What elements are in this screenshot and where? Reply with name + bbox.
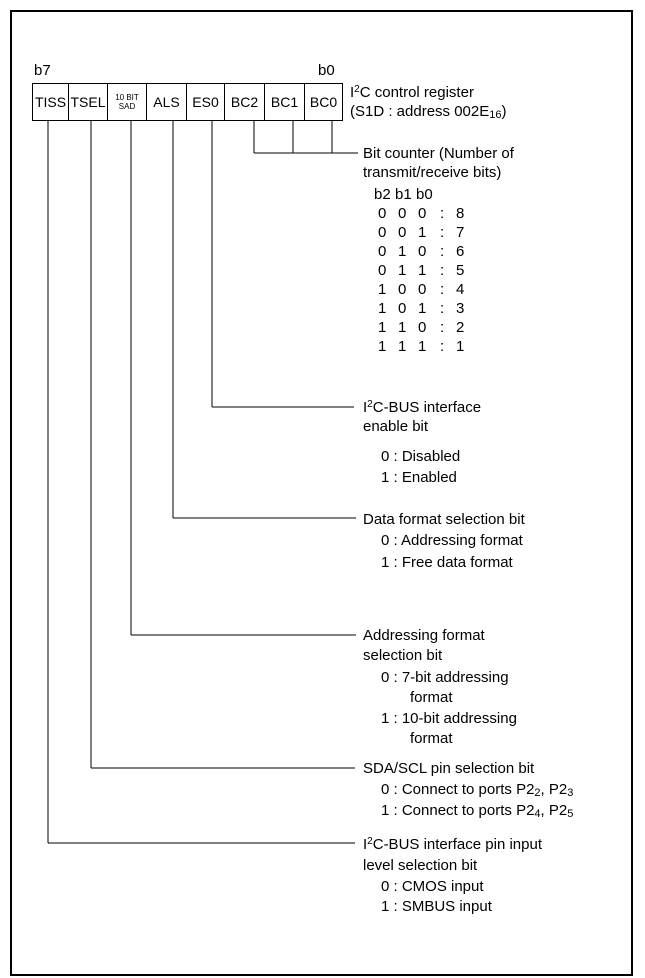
msb-label: b7 [34,62,51,79]
bc-row-b1: 0 [398,281,407,298]
bit-bc2: BC2 [225,84,265,120]
bc-row-b0: 1 [418,338,427,355]
bit-tsel: TSEL [69,84,108,120]
als-title: Data format selection bit [363,511,525,528]
bc-row-b2: 0 [378,205,387,222]
sad-option-1a: 1 : 10-bit addressing [381,710,517,727]
bc-row-colon: : [440,243,445,260]
bc-row-value: 5 [456,262,465,279]
bc-row-colon: : [440,205,445,222]
tsel-option-0: 0 : Connect to ports P22, P23 [381,781,574,799]
bc-row-value: 8 [456,205,465,222]
bc-row-b0: 0 [418,243,427,260]
register-bit-map: TISS TSEL 10 BIT SAD ALS ES0 BC2 BC1 BC0 [32,83,343,121]
es0-option-0: 0 : Disabled [381,448,461,465]
als-option-0: 0 : Addressing format [381,532,523,549]
bc-row-b2: 0 [378,224,387,241]
bit-10bit-sad-line1: 10 BIT [115,93,139,102]
bc-row-value: 3 [456,300,465,317]
bc-header-b2: b2 [374,186,391,203]
bc-row-colon: : [440,224,445,241]
bc-row-b2: 1 [378,319,387,336]
bc-row-value: 6 [456,243,465,260]
sad-option-1b: format [410,730,453,747]
bit-es0: ES0 [187,84,225,120]
bit-als: ALS [147,84,187,120]
bc-row-colon: : [440,281,445,298]
bc-row-b1: 0 [398,224,407,241]
bc-row-value: 4 [456,281,465,298]
tsel-option-1: 1 : Connect to ports P24, P25 [381,802,574,820]
bc-row-b1: 1 [398,338,407,355]
bc-row-b0: 1 [418,300,427,317]
bc-row-b2: 1 [378,281,387,298]
lsb-label: b0 [318,62,335,79]
register-title: I2C control register [350,84,474,101]
diagram-frame [10,10,633,976]
bc-row-b1: 1 [398,243,407,260]
es0-title-2: enable bit [363,418,429,435]
register-address: (S1D : address 002E16) [350,103,507,121]
bc-row-b0: 1 [418,224,427,241]
bc-row-b2: 1 [378,338,387,355]
bc-row-value: 1 [456,338,465,355]
bc-row-b0: 0 [418,205,427,222]
bc-row-b0: 0 [418,281,427,298]
bc-row-b1: 1 [398,262,407,279]
bc-row-b2: 1 [378,300,387,317]
sad-option-0b: format [410,689,453,706]
bc-row-b0: 0 [418,319,427,336]
es0-title-1: I2C-BUS interface [363,399,482,416]
es0-option-1: 1 : Enabled [381,469,457,486]
tiss-option-0: 0 : CMOS input [381,878,484,895]
als-option-1: 1 : Free data format [381,554,513,571]
bc-row-value: 7 [456,224,465,241]
bit-10bit-sad: 10 BIT SAD [108,84,147,120]
bc-row-colon: : [440,338,445,355]
tiss-option-1: 1 : SMBUS input [381,898,492,915]
tiss-title-1: I2C-BUS interface pin input [363,836,542,853]
bit-bc0: BC0 [309,94,338,110]
bc-row-b1: 0 [398,205,407,222]
sad-title-1: Addressing format [363,627,485,644]
bc-header-b1: b1 [395,186,412,203]
tsel-title: SDA/SCL pin selection bit [363,760,535,777]
bc-row-b0: 1 [418,262,427,279]
bit-10bit-sad-line2: SAD [118,102,136,111]
bc-row-b1: 0 [398,300,407,317]
sad-option-0a: 0 : 7-bit addressing [381,669,509,686]
bc-row-value: 2 [456,319,465,336]
bit-counter-title-1: Bit counter (Number of [363,145,514,162]
bc-row-b1: 1 [398,319,407,336]
bc-row-colon: : [440,300,445,317]
bc-row-colon: : [440,319,445,336]
bc-row-b2: 0 [378,243,387,260]
tiss-title-2: level selection bit [363,857,478,874]
bit-tiss: TISS [33,84,69,120]
bc-row-b2: 0 [378,262,387,279]
sad-title-2: selection bit [363,647,443,664]
bc-header-b0: b0 [416,186,433,203]
bc-row-colon: : [440,262,445,279]
bit-bc1: BC1 [265,84,305,120]
bit-counter-title-2: transmit/receive bits) [363,164,502,181]
